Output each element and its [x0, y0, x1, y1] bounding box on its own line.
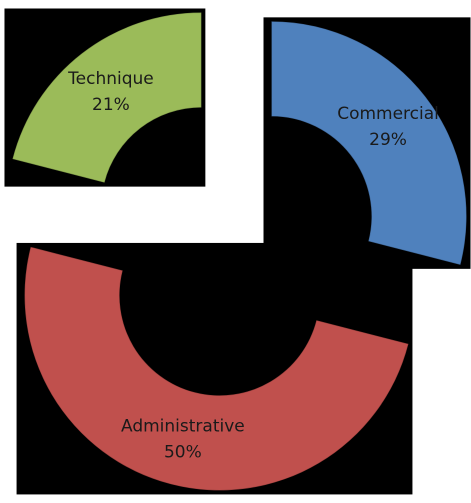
slice-category-label: Technique	[67, 69, 154, 89]
slice-value-label: 50%	[164, 442, 202, 462]
slice-category-label: Administrative	[121, 416, 245, 436]
slices	[11, 11, 467, 491]
slice-category-label: Commercial	[337, 104, 439, 124]
labels: Commercial 29% Administrative 50% Technique 2…	[67, 69, 439, 462]
slice	[24, 246, 410, 491]
slice	[271, 20, 467, 266]
slice-value-label: 29%	[369, 130, 407, 150]
slice-value-label: 21%	[92, 95, 130, 115]
slice	[11, 11, 202, 184]
